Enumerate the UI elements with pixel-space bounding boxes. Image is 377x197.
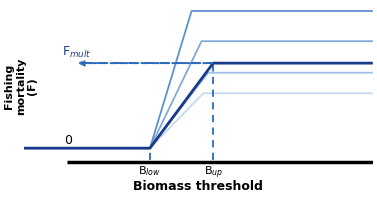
Y-axis label: Fishing
mortality
(F): Fishing mortality (F) [4,58,37,115]
Text: B$_{low}$: B$_{low}$ [138,165,161,178]
Text: 0: 0 [64,134,72,147]
X-axis label: Biomass threshold: Biomass threshold [133,180,263,193]
Text: B$_{up}$: B$_{up}$ [204,165,223,181]
Text: F$_{mult}$: F$_{mult}$ [62,45,91,60]
